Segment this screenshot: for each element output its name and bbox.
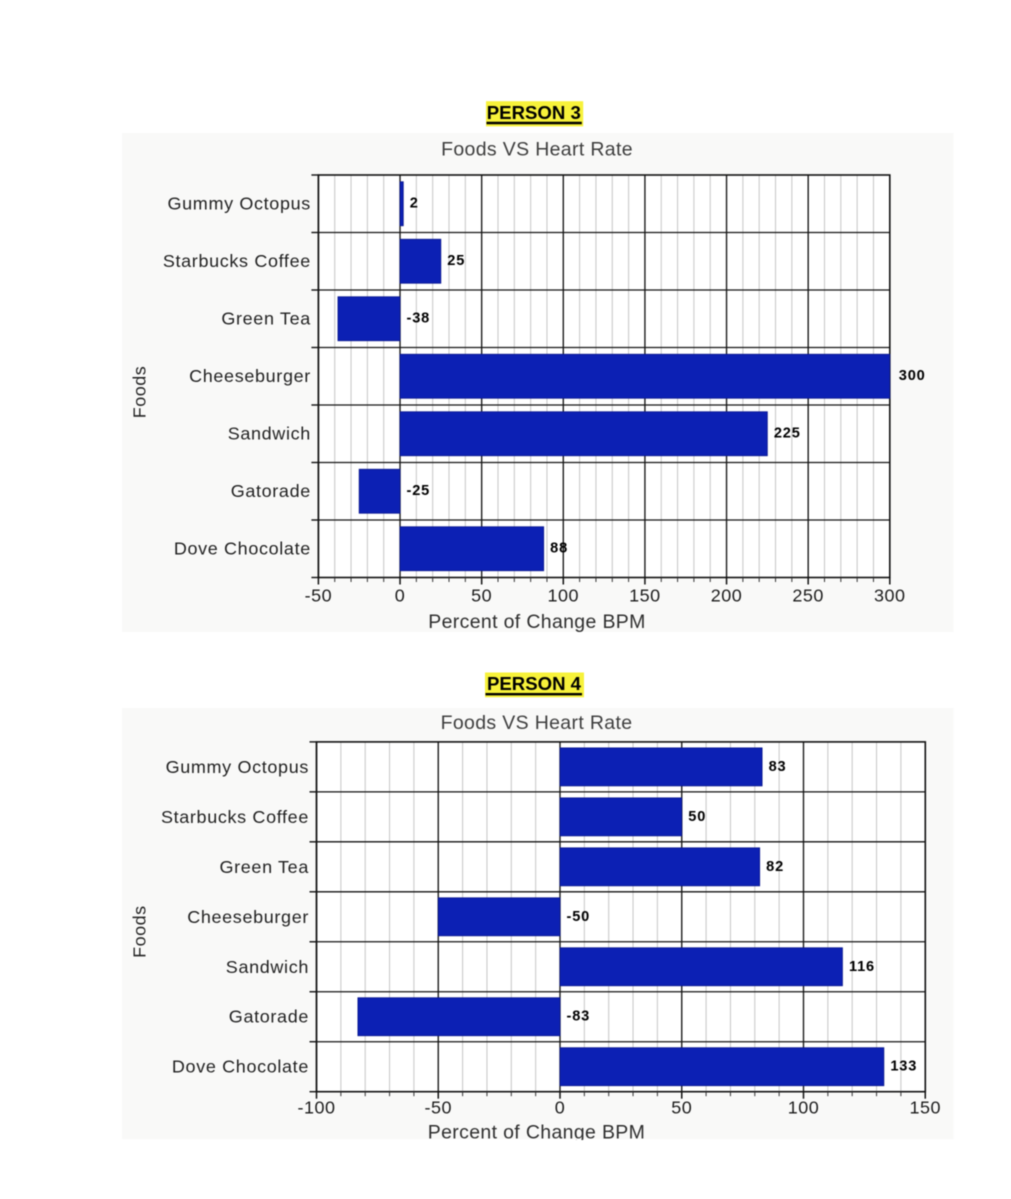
svg-text:150: 150 — [909, 1098, 941, 1118]
svg-text:50: 50 — [471, 586, 492, 606]
svg-text:-50: -50 — [425, 1098, 453, 1118]
svg-text:Dove Chocolate: Dove Chocolate — [174, 539, 311, 559]
svg-text:100: 100 — [788, 1098, 820, 1118]
svg-text:Gatorade: Gatorade — [229, 1007, 309, 1027]
svg-text:300: 300 — [874, 586, 906, 606]
svg-text:100: 100 — [548, 586, 580, 606]
svg-text:Gummy Octopus: Gummy Octopus — [166, 757, 309, 777]
svg-text:Dove Chocolate: Dove Chocolate — [172, 1057, 309, 1077]
svg-text:116: 116 — [849, 959, 875, 975]
svg-text:225: 225 — [774, 426, 801, 442]
svg-text:Starbucks Coffee: Starbucks Coffee — [163, 252, 311, 272]
svg-text:Sandwich: Sandwich — [226, 957, 309, 977]
svg-text:150: 150 — [629, 586, 661, 606]
svg-text:Foods: Foods — [130, 906, 150, 958]
svg-text:88: 88 — [550, 541, 568, 557]
svg-text:Starbucks Coffee: Starbucks Coffee — [161, 807, 309, 827]
svg-text:250: 250 — [792, 586, 824, 606]
svg-text:-50: -50 — [305, 586, 333, 606]
svg-text:82: 82 — [766, 859, 784, 875]
svg-text:Green Tea: Green Tea — [221, 309, 311, 329]
svg-text:Cheeseburger: Cheeseburger — [189, 367, 311, 387]
svg-text:50: 50 — [671, 1098, 692, 1118]
svg-text:Gummy Octopus: Gummy Octopus — [168, 194, 311, 214]
svg-text:PERSON 3: PERSON 3 — [487, 102, 581, 123]
svg-text:-50: -50 — [566, 909, 590, 925]
svg-text:50: 50 — [688, 809, 706, 825]
svg-text:83: 83 — [769, 759, 787, 775]
svg-text:-25: -25 — [407, 484, 431, 500]
svg-text:-100: -100 — [298, 1098, 336, 1118]
svg-text:133: 133 — [890, 1059, 917, 1075]
svg-text:Foods VS Heart Rate: Foods VS Heart Rate — [441, 139, 633, 161]
svg-text:0: 0 — [395, 586, 406, 606]
svg-text:Foods VS Heart Rate: Foods VS Heart Rate — [441, 712, 633, 734]
svg-text:PERSON 4: PERSON 4 — [487, 673, 582, 694]
svg-text:300: 300 — [899, 369, 926, 385]
svg-text:Sandwich: Sandwich — [228, 424, 311, 444]
svg-text:0: 0 — [555, 1098, 566, 1118]
svg-text:Green Tea: Green Tea — [219, 857, 309, 877]
svg-text:25: 25 — [447, 254, 465, 270]
svg-text:Cheeseburger: Cheeseburger — [187, 907, 309, 927]
svg-text:Percent of Change BPM: Percent of Change BPM — [428, 612, 645, 633]
svg-text:200: 200 — [711, 586, 743, 606]
svg-text:-38: -38 — [407, 311, 431, 327]
svg-text:-83: -83 — [566, 1009, 590, 1025]
svg-text:Gatorade: Gatorade — [231, 482, 311, 502]
svg-text:Percent of Change BPM: Percent of Change BPM — [428, 1122, 645, 1140]
svg-text:Foods: Foods — [130, 366, 150, 418]
svg-text:2: 2 — [410, 196, 419, 212]
